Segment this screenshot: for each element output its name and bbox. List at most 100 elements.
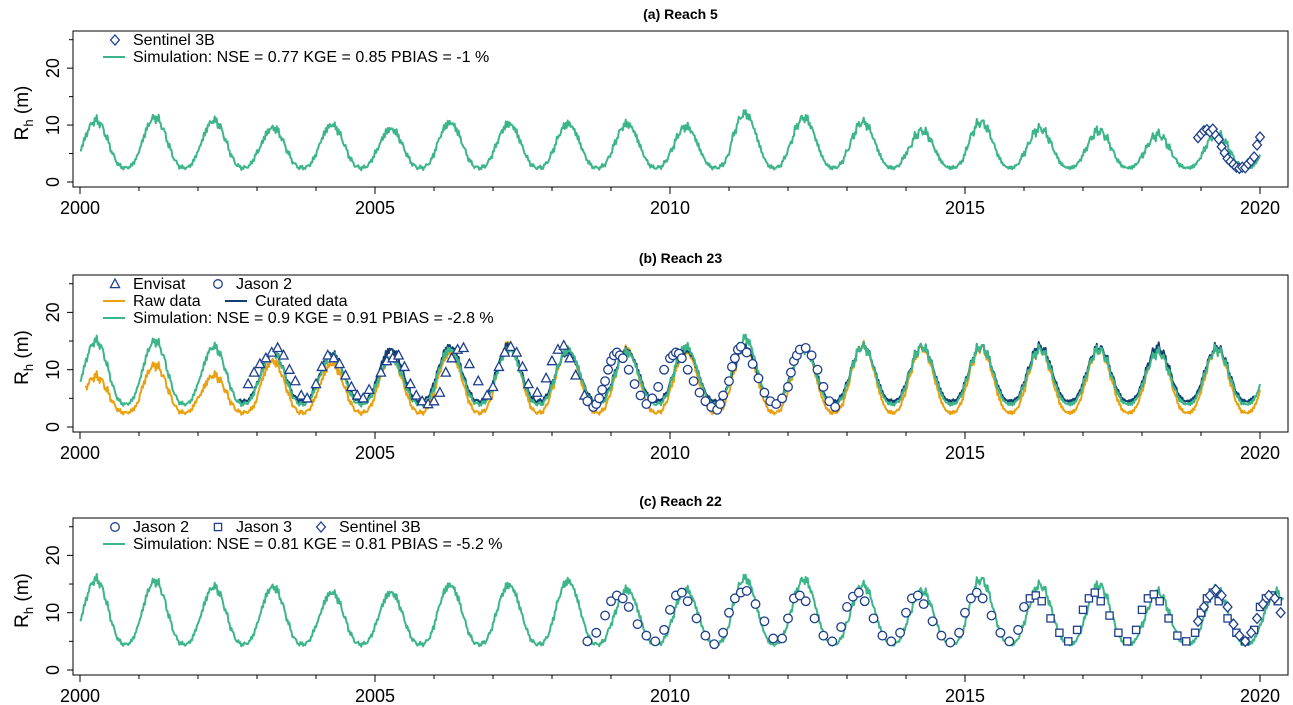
point-jason-2 bbox=[724, 376, 734, 387]
point-jason-2 bbox=[800, 342, 811, 353]
point-jason-2 bbox=[718, 390, 729, 401]
point-envisat bbox=[289, 374, 302, 386]
point-envisat bbox=[416, 394, 428, 406]
point-jason-2 bbox=[715, 399, 726, 410]
point-envisat bbox=[463, 357, 476, 369]
point-jason-2 bbox=[623, 364, 634, 375]
legend-label: Simulation: NSE = 0.81 KGE = 0.81 PBIAS … bbox=[133, 536, 503, 553]
x-tick-label: 2015 bbox=[945, 686, 985, 705]
point-jason-3 bbox=[1046, 614, 1055, 623]
point-envisat bbox=[510, 346, 523, 357]
legend-label: Envisat bbox=[133, 276, 186, 293]
point-sentinel-3b bbox=[1275, 606, 1286, 619]
point-jason-2 bbox=[727, 361, 737, 372]
point-sentinel-3b bbox=[1254, 131, 1266, 144]
point-jason-2 bbox=[1004, 636, 1015, 647]
x-tick-label: 2020 bbox=[1240, 686, 1280, 705]
point-jason-2 bbox=[676, 353, 687, 364]
legend-marker-triangle bbox=[109, 277, 121, 289]
point-envisat bbox=[351, 389, 363, 400]
point-jason-3 bbox=[1064, 637, 1073, 646]
point-jason-2 bbox=[918, 599, 929, 610]
point-envisat bbox=[522, 377, 535, 389]
point-jason-2 bbox=[718, 627, 729, 638]
point-jason-2 bbox=[977, 593, 988, 604]
point-envisat bbox=[283, 363, 296, 374]
point-jason-2 bbox=[632, 619, 643, 630]
point-jason-2 bbox=[741, 585, 752, 596]
point-jason-2 bbox=[735, 341, 746, 352]
point-jason-2 bbox=[986, 610, 997, 621]
point-jason-3 bbox=[1164, 614, 1173, 623]
chart-panel-1: (a) Reach 5 0 10 20 Rh (m) 2000 2005 2010 2015 20… bbox=[12, 6, 1289, 218]
point-jason-2 bbox=[853, 587, 864, 598]
point-jason-2 bbox=[759, 387, 770, 398]
y-label-unit: (m) bbox=[12, 573, 33, 607]
point-envisat bbox=[333, 357, 346, 369]
point-jason-2 bbox=[659, 364, 670, 375]
point-jason-2 bbox=[597, 384, 608, 395]
point-jason-2 bbox=[777, 633, 788, 644]
x-tick-label: 2000 bbox=[60, 443, 100, 463]
point-jason-2 bbox=[653, 381, 664, 392]
y-tick-label: 10 bbox=[43, 360, 63, 380]
point-envisat bbox=[481, 389, 493, 400]
point-jason-2 bbox=[617, 353, 628, 364]
point-envisat bbox=[260, 351, 272, 363]
point-jason-2 bbox=[741, 347, 752, 358]
panel-title: (c) Reach 22 bbox=[639, 493, 722, 509]
point-jason-2 bbox=[877, 630, 888, 641]
point-jason-2 bbox=[783, 381, 793, 392]
point-jason-2 bbox=[954, 627, 965, 638]
point-jason-2 bbox=[827, 636, 838, 647]
legend: Envisat Jason 2 Raw data Curated dataSimula… bbox=[103, 276, 494, 327]
point-envisat bbox=[345, 380, 358, 392]
y-label-unit: (m) bbox=[12, 330, 33, 364]
x-tick-label: 2020 bbox=[1240, 443, 1280, 463]
point-jason-3 bbox=[1223, 614, 1232, 623]
data-layer bbox=[79, 333, 1261, 417]
point-jason-2 bbox=[753, 373, 764, 384]
point-envisat bbox=[398, 360, 411, 372]
point-jason-2 bbox=[859, 596, 870, 607]
point-jason-2 bbox=[971, 587, 982, 598]
point-sentinel-3b bbox=[1204, 589, 1216, 602]
point-envisat bbox=[446, 351, 458, 363]
point-jason-2 bbox=[623, 602, 634, 612]
point-jason-2 bbox=[936, 630, 947, 641]
legend-marker-square bbox=[213, 522, 223, 532]
point-sentinel-3b bbox=[1210, 583, 1222, 596]
point-jason-3 bbox=[1131, 625, 1141, 635]
legend-label: Simulation: NSE = 0.9 KGE = 0.91 PBIAS =… bbox=[133, 310, 494, 327]
x-tick-label: 2005 bbox=[355, 686, 395, 705]
point-jason-3 bbox=[1137, 605, 1147, 615]
point-jason-2 bbox=[724, 607, 734, 618]
point-jason-2 bbox=[901, 607, 911, 618]
point-jason-2 bbox=[647, 393, 658, 404]
point-jason-3 bbox=[1072, 625, 1082, 635]
point-jason-3 bbox=[1173, 631, 1182, 640]
point-envisat bbox=[277, 348, 290, 360]
point-jason-2 bbox=[818, 630, 829, 641]
point-envisat bbox=[457, 341, 470, 353]
legend-label: Curated data bbox=[255, 293, 348, 310]
point-jason-2 bbox=[768, 633, 779, 644]
y-tick-label: 20 bbox=[43, 58, 63, 78]
plot-frame bbox=[72, 517, 1289, 676]
legend-marker-circle bbox=[110, 522, 120, 532]
point-envisat bbox=[375, 366, 387, 377]
legend-label: Jason 2 bbox=[133, 519, 189, 536]
x-tick-label: 2000 bbox=[60, 686, 100, 705]
point-envisat bbox=[248, 366, 260, 377]
y-tick-label: 10 bbox=[43, 115, 63, 135]
point-jason-3 bbox=[1149, 590, 1159, 599]
panel-title: (a) Reach 5 bbox=[643, 6, 718, 22]
point-jason-2 bbox=[824, 396, 835, 407]
point-jason-2 bbox=[812, 364, 823, 375]
point-jason-2 bbox=[700, 630, 711, 641]
point-jason-2 bbox=[709, 639, 720, 650]
point-sentinel-3b bbox=[1198, 600, 1210, 613]
point-jason-2 bbox=[700, 396, 711, 407]
point-envisat bbox=[516, 360, 529, 372]
